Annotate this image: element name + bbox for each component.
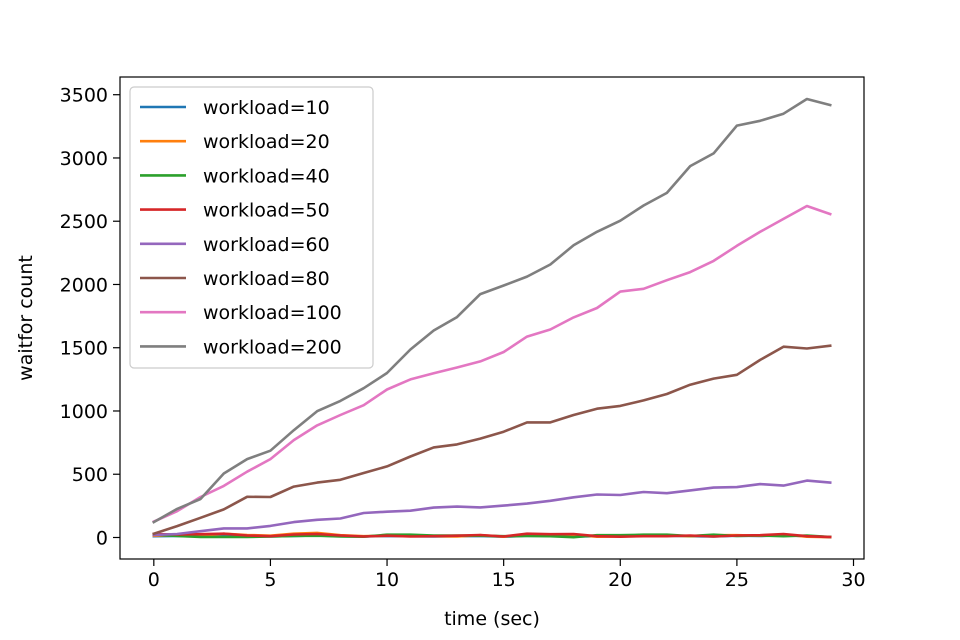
y-tick-label: 3000	[60, 148, 108, 170]
legend-label: workload=200	[203, 336, 342, 358]
series-line-3	[152, 532, 832, 539]
series-layer	[152, 97, 832, 539]
y-axis-label: waitfor count	[15, 255, 37, 381]
plot-frame	[119, 76, 865, 560]
y-tick-label: 1500	[60, 338, 108, 360]
y-tick-label: 1000	[60, 401, 108, 423]
legend-label: workload=80	[203, 268, 330, 290]
legend-label: workload=10	[203, 97, 330, 119]
legend: workload=10 workload=20 workload=40 workloa…	[129, 86, 374, 369]
legend-label: workload=20	[203, 131, 330, 153]
x-tick-label: 25	[725, 569, 749, 591]
x-tick-label: 0	[148, 569, 160, 591]
series-line-6	[152, 204, 832, 524]
y-tick-label: 2000	[60, 274, 108, 296]
legend-label: workload=50	[203, 200, 330, 222]
y-tick-label: 500	[72, 464, 108, 486]
legend-label: workload=60	[203, 234, 330, 256]
x-tick-label: 5	[264, 569, 276, 591]
series-line-5	[152, 344, 832, 536]
legend-label: workload=40	[203, 165, 330, 187]
legend-label: workload=100	[203, 302, 342, 324]
series-line-7	[152, 97, 832, 524]
series-line-4	[152, 479, 832, 537]
x-axis-label: time (sec)	[444, 608, 540, 630]
x-tick-label: 30	[841, 569, 865, 591]
x-axis-ticks: 0 5 10 15 20 25 30	[148, 559, 866, 591]
x-tick-label: 10	[375, 569, 399, 591]
legend-frame	[129, 86, 374, 369]
y-tick-label: 0	[96, 527, 108, 549]
y-tick-label: 3500	[60, 85, 108, 107]
x-tick-label: 15	[492, 569, 516, 591]
x-tick-label: 20	[608, 569, 632, 591]
y-tick-label: 2500	[60, 211, 108, 233]
y-axis-ticks: 0 500 1000 1500 2000 2500 3000 3500	[60, 85, 120, 549]
